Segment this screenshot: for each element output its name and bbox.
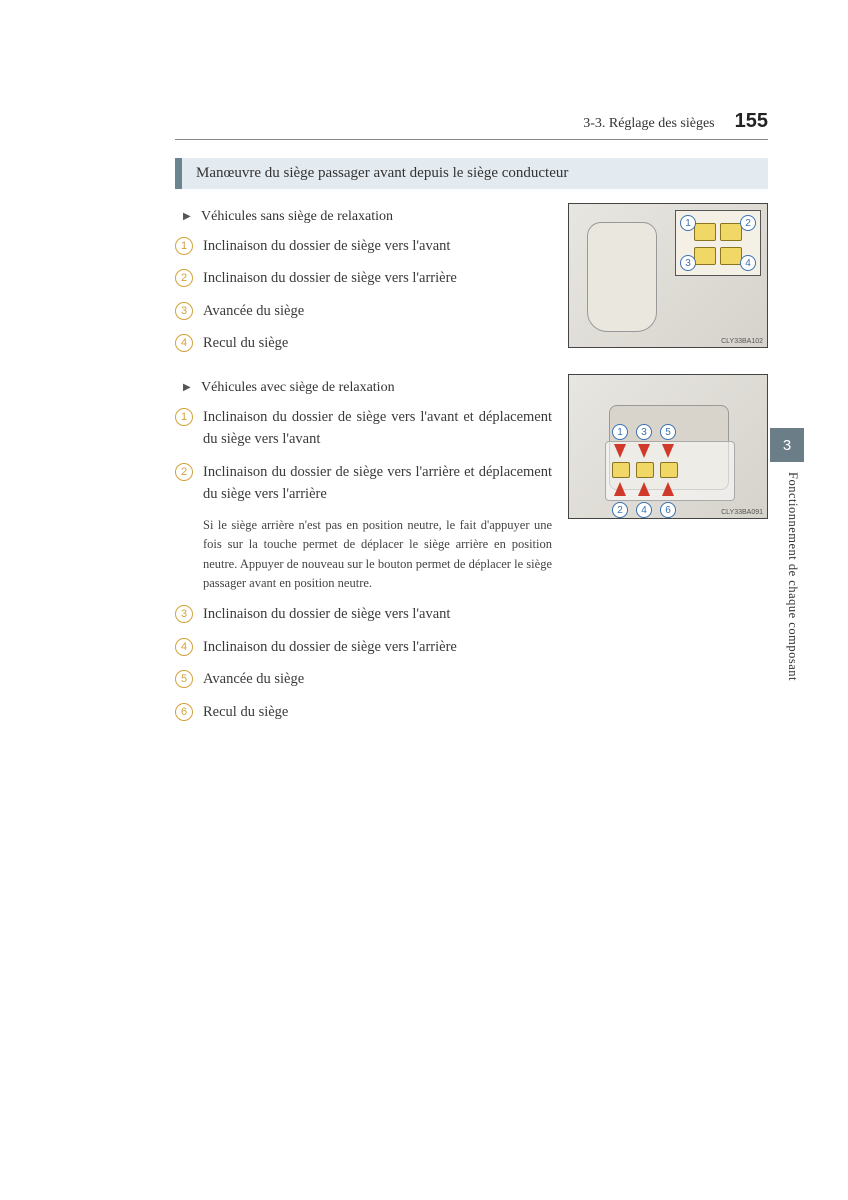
seat-button-icon (720, 247, 742, 265)
image-code: CLY33BA102 (721, 338, 763, 345)
seat-button-icon (694, 223, 716, 241)
control-inset: 1 2 3 4 (675, 210, 761, 276)
arrow-up-icon (614, 482, 626, 496)
seat-illustration-a: 1 2 3 4 CLY33BA102 (568, 203, 768, 348)
seat-button-icon (694, 247, 716, 265)
item-note: Si le siège arrière n'est pas en positio… (203, 516, 552, 594)
image-code: CLY33BA091 (721, 509, 763, 516)
page-header: 3-3. Réglage des sièges 155 (175, 110, 768, 140)
list-item: 3 Inclinaison du dossier de siège vers l… (175, 603, 552, 625)
number-badge-icon: 5 (175, 670, 193, 688)
arrow-down-icon (614, 444, 626, 458)
list-item: 2 Inclinaison du dossier de siège vers l… (175, 267, 552, 289)
page-number: 155 (735, 110, 768, 133)
item-text: Inclinaison du dossier de siège vers l'a… (203, 235, 450, 257)
control-panel: 1 3 5 2 4 6 (605, 441, 735, 501)
arrow-up-icon (662, 482, 674, 496)
item-text: Inclinaison du dossier de siège vers l'a… (203, 461, 552, 506)
number-badge-icon: 3 (175, 302, 193, 320)
chapter-vertical-label: Fonctionnement de chaque composant (785, 472, 800, 681)
list-item: 2 Inclinaison du dossier de siège vers l… (175, 461, 552, 506)
callout-badge-icon: 2 (612, 502, 628, 518)
number-badge-icon: 4 (175, 638, 193, 656)
callout-badge-icon: 5 (660, 424, 676, 440)
arrow-up-icon (638, 482, 650, 496)
item-text: Inclinaison du dossier de siège vers l'a… (203, 406, 552, 451)
section-without-relaxation: Véhicules sans siège de relaxation 1 Inc… (175, 203, 768, 366)
callout-badge-icon: 1 (680, 215, 696, 231)
item-text: Inclinaison du dossier de siège vers l'a… (203, 636, 457, 658)
number-badge-icon: 2 (175, 269, 193, 287)
callout-badge-icon: 3 (680, 255, 696, 271)
callout-badge-icon: 6 (660, 502, 676, 518)
arrow-down-icon (662, 444, 674, 458)
list-item: 4 Recul du siège (175, 332, 552, 354)
item-text: Recul du siège (203, 332, 288, 354)
section-with-relaxation: Véhicules avec siège de relaxation 1 Inc… (175, 374, 768, 733)
item-text: Avancée du siège (203, 668, 304, 690)
seat-illustration-b: 1 3 5 2 4 6 CLY33BA091 (568, 374, 768, 519)
list-item: 1 Inclinaison du dossier de siège vers l… (175, 406, 552, 451)
number-badge-icon: 6 (175, 703, 193, 721)
item-text: Recul du siège (203, 701, 288, 723)
arrow-down-icon (638, 444, 650, 458)
list-item: 1 Inclinaison du dossier de siège vers l… (175, 235, 552, 257)
callout-badge-icon: 1 (612, 424, 628, 440)
number-badge-icon: 1 (175, 408, 193, 426)
item-text: Inclinaison du dossier de siège vers l'a… (203, 603, 450, 625)
callout-badge-icon: 3 (636, 424, 652, 440)
seat-shape-icon (587, 222, 657, 332)
list-item: 3 Avancée du siège (175, 300, 552, 322)
section-path: 3-3. Réglage des sièges (583, 116, 714, 132)
seat-button-icon (660, 462, 678, 478)
section-title: Manœuvre du siège passager avant depuis … (175, 158, 768, 189)
callout-badge-icon: 4 (740, 255, 756, 271)
seat-button-icon (612, 462, 630, 478)
item-text: Avancée du siège (203, 300, 304, 322)
subheading-a: Véhicules sans siège de relaxation (201, 209, 552, 225)
chapter-tab: 3 (770, 428, 804, 462)
subheading-b: Véhicules avec siège de relaxation (201, 380, 552, 396)
seat-button-icon (636, 462, 654, 478)
list-item: 6 Recul du siège (175, 701, 552, 723)
seat-button-icon (720, 223, 742, 241)
number-badge-icon: 4 (175, 334, 193, 352)
number-badge-icon: 3 (175, 605, 193, 623)
number-badge-icon: 2 (175, 463, 193, 481)
list-item: 5 Avancée du siège (175, 668, 552, 690)
callout-badge-icon: 2 (740, 215, 756, 231)
number-badge-icon: 1 (175, 237, 193, 255)
callout-badge-icon: 4 (636, 502, 652, 518)
item-text: Inclinaison du dossier de siège vers l'a… (203, 267, 457, 289)
list-item: 4 Inclinaison du dossier de siège vers l… (175, 636, 552, 658)
